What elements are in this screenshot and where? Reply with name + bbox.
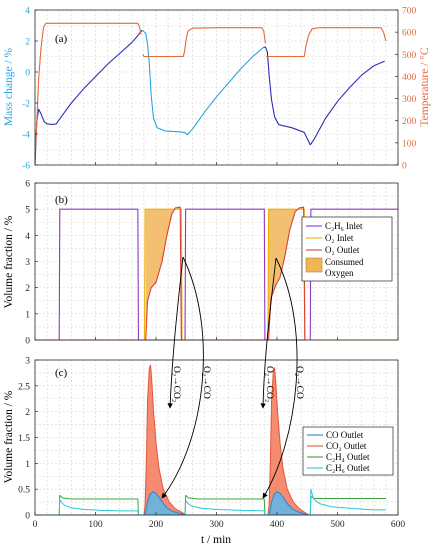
legend-o2-inlet-label: O₂ Inlet bbox=[325, 233, 354, 243]
panel-a-ytick-right-label: 0 bbox=[402, 162, 407, 172]
panel-a-ticks: -6 -4 -2 0 2 4 0 100 200 300 400 500 600 700 bbox=[22, 7, 416, 172]
panel-b-ytick-label: 2 bbox=[25, 284, 30, 294]
panel-b: 0 1 2 3 4 5 6 (b) Volume fraction / % C₂H₆ Inl… bbox=[3, 180, 399, 347]
series-C₂H₆ Inlet bbox=[35, 208, 398, 341]
panel-b-ytick-label: 5 bbox=[25, 206, 30, 216]
annotation-2-o2-co: O₂→CO bbox=[294, 366, 304, 399]
temperature-line bbox=[266, 27, 387, 58]
panel-a-ylabel: Mass change / % bbox=[3, 47, 15, 126]
series-C₂H₄ Outlet bbox=[35, 494, 386, 516]
panel-a-ytick-right-label: 100 bbox=[402, 139, 417, 149]
consumed-oxygen-region bbox=[145, 207, 181, 340]
panel-b-ytick-label: 1 bbox=[25, 310, 30, 320]
panel-b-grid bbox=[35, 183, 398, 340]
panel-a-ytick-label: -2 bbox=[22, 100, 30, 110]
panel-b-ytick-label: 4 bbox=[25, 232, 30, 242]
panel-b-ytick-label: 6 bbox=[25, 180, 30, 190]
panel-c-ytick-label: 3 bbox=[25, 357, 30, 367]
panel-c-ticks: 0 0.5 1 1.5 2 2.5 3 0 100 200 300 400 500 600 bbox=[18, 357, 405, 531]
panel-a-ytick-right-label: 600 bbox=[402, 29, 417, 39]
panel-a-ytick-label: -4 bbox=[22, 131, 30, 141]
legend-consumed-oxygen-swatch bbox=[305, 257, 323, 273]
panel-c-xtick-label: 600 bbox=[391, 520, 406, 530]
series-C₂H₆ Outlet bbox=[35, 488, 386, 516]
panel-b-consumed-oxygen-area bbox=[145, 207, 304, 340]
panel-a-tag: (a) bbox=[55, 33, 68, 45]
legend-consumed-oxygen-label-2: Oxygen bbox=[325, 268, 354, 278]
panel-c-ytick-label: 2 bbox=[25, 408, 30, 418]
panel-c-tag: (c) bbox=[55, 367, 68, 379]
panel-c: 0 0.5 1 1.5 2 2.5 3 0 100 200 300 400 500 600 (c) Vol… bbox=[3, 357, 405, 547]
panel-c-ytick-label: 1 bbox=[25, 460, 30, 470]
panel-a-ytick-right-label: 200 bbox=[402, 117, 417, 127]
panel-b-ytick-label: 3 bbox=[25, 258, 30, 268]
panel-a-ytick-right-label: 500 bbox=[402, 51, 417, 61]
panel-b-ytick-label: 0 bbox=[25, 337, 30, 347]
panel-a-ytick-label: 2 bbox=[25, 38, 30, 48]
legend-c2h6-inlet-label: C₂H₆ Inlet bbox=[325, 221, 363, 231]
panel-b-ticks: 0 1 2 3 4 5 6 bbox=[25, 180, 399, 347]
legend-c2h6-outlet-label: C₂H₆ Outlet bbox=[326, 463, 370, 473]
legend-co2-outlet-label: CO₂ Outlet bbox=[326, 441, 367, 451]
panel-b-legend: C₂H₆ Inlet O₂ Inlet O₂ Outlet Consumed O… bbox=[301, 216, 393, 282]
panel-c-ylabel: Volume fraction / % bbox=[3, 390, 15, 483]
panel-a: -6 -4 -2 0 2 4 0 100 200 300 400 500 600 700 (a) Mass… bbox=[3, 7, 431, 172]
oxygen-conversion-annotations: O₂→CO₂ O₂→CO O₂→CO₂ O₂→CO bbox=[161, 256, 304, 499]
panel-a-ytick-label: 0 bbox=[25, 69, 30, 79]
panel-a-ytick-right-label: 300 bbox=[402, 95, 417, 105]
area-CO Outlet bbox=[35, 491, 398, 515]
panel-a-ytick-right-label: 700 bbox=[402, 7, 417, 17]
panel-a-ytick-label: 4 bbox=[25, 7, 30, 17]
legend-c2h4-outlet-label: C₂H₄ Outlet bbox=[326, 452, 370, 462]
panel-c-xtick-label: 0 bbox=[33, 520, 38, 530]
consumed-oxygen-region bbox=[268, 207, 304, 340]
panel-c-legend: CO Outlet CO₂ Outlet C₂H₄ Outlet C₂H₆ Ou… bbox=[302, 426, 394, 476]
temperature-line bbox=[142, 27, 267, 58]
arrow-2-co2 bbox=[260, 257, 277, 409]
temperature-line bbox=[34, 22, 142, 157]
panel-a-ytick-label: -6 bbox=[22, 162, 30, 172]
arrow-1-co2 bbox=[167, 256, 184, 409]
series-CO Outlet bbox=[35, 491, 398, 516]
panel-b-ylabel: Volume fraction / % bbox=[3, 215, 15, 308]
panel-c-xtick-label: 300 bbox=[209, 520, 224, 530]
annotation-2-o2-co2: O₂→CO₂ bbox=[264, 366, 274, 402]
mass-change-line bbox=[141, 29, 265, 136]
panel-c-xlabel: t / min bbox=[201, 534, 231, 546]
panel-c-ytick-label: 2.5 bbox=[18, 382, 30, 392]
panel-c-ytick-label: 1.5 bbox=[18, 434, 30, 444]
panel-a-ytick-right-label: 400 bbox=[402, 73, 417, 83]
mass-change-line bbox=[263, 46, 385, 146]
arrow-1-co bbox=[161, 256, 204, 499]
legend-o2-outlet-label: O₂ Outlet bbox=[325, 245, 360, 255]
annotation-1-o2-co: O₂→CO bbox=[201, 366, 211, 399]
panel-c-xtick-label: 200 bbox=[149, 520, 164, 530]
panel-b-tag: (b) bbox=[55, 194, 68, 206]
arrow-2-co bbox=[262, 257, 298, 499]
annotation-1-o2-co2: O₂→CO₂ bbox=[171, 366, 181, 402]
mass-change-line bbox=[34, 29, 143, 164]
panel-a-ylabel-right: Temperature / °C bbox=[419, 47, 431, 126]
panel-a-grid bbox=[35, 10, 398, 165]
panel-c-xtick-label: 100 bbox=[88, 520, 103, 530]
panel-c-ytick-label: 0.5 bbox=[18, 486, 30, 496]
panel-c-xtick-label: 400 bbox=[270, 520, 285, 530]
legend-co-outlet-label: CO Outlet bbox=[326, 430, 364, 440]
legend-consumed-oxygen-label: Consumed bbox=[325, 257, 364, 267]
panel-c-xtick-label: 500 bbox=[330, 520, 345, 530]
panel-a-series bbox=[34, 22, 387, 164]
panel-c-ytick-label: 0 bbox=[25, 512, 30, 522]
